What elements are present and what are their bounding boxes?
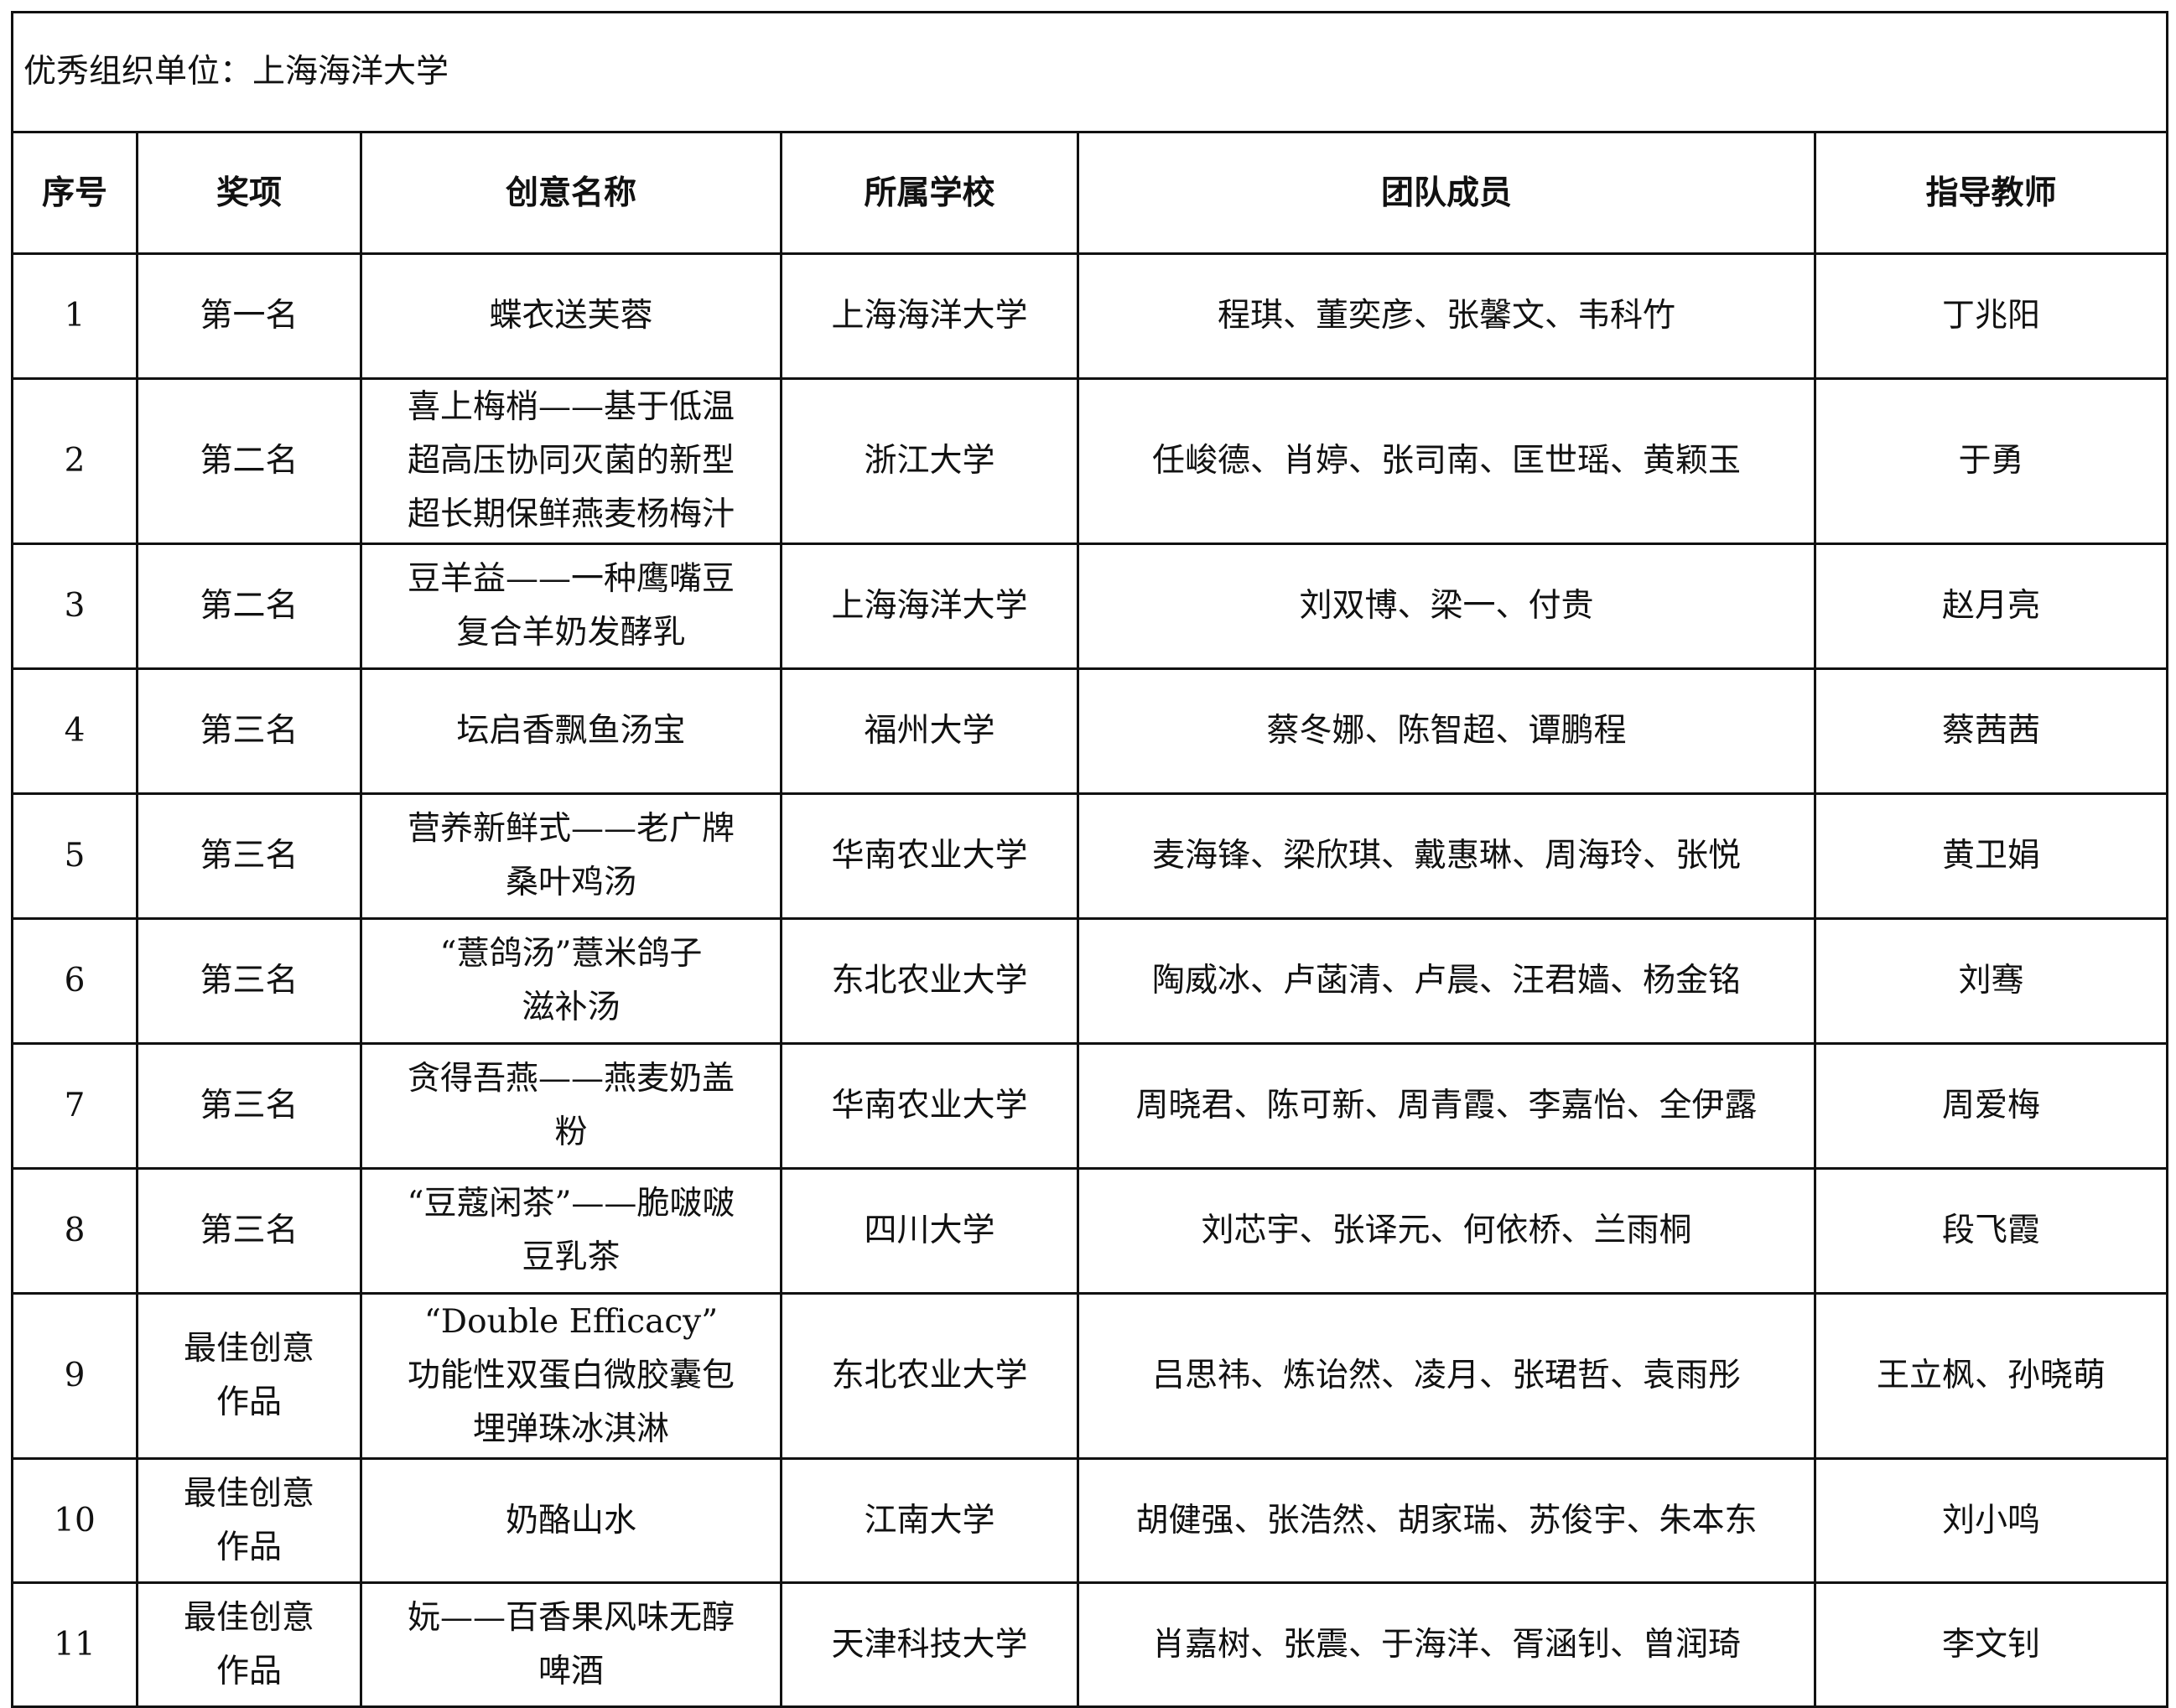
- cell-idea: “薏鸽汤”薏米鸽子 滋补汤: [360, 917, 782, 1045]
- cell-no: 9: [11, 1292, 138, 1460]
- cell-school: 东北农业大学: [780, 917, 1079, 1045]
- cell-teacher: 蔡茜茜: [1813, 667, 2169, 795]
- cell-teacher: 刘骞: [1813, 917, 2169, 1045]
- table-row: 1 第一名 蝶衣送芙蓉 上海海洋大学 程琪、董奕彦、张馨文、韦科竹 丁兆阳: [11, 252, 2169, 380]
- cell-school: 华南农业大学: [780, 1042, 1079, 1170]
- cell-no: 2: [11, 377, 138, 545]
- cell-school: 上海海洋大学: [780, 543, 1079, 670]
- cell-school: 东北农业大学: [780, 1292, 1079, 1460]
- header-idea: 创意名称: [360, 131, 782, 255]
- cell-award: 最佳创意 作品: [136, 1581, 362, 1708]
- cell-no: 7: [11, 1042, 138, 1170]
- header-no: 序号: [11, 131, 138, 255]
- cell-award: 最佳创意 作品: [136, 1292, 362, 1460]
- table-row: 5 第三名 营养新鲜式——老广牌 桑叶鸡汤 华南农业大学 麦海锋、梁欣琪、戴惠琳、周海玲…: [11, 792, 2169, 920]
- cell-members: 周晓君、陈可新、周青霞、李嘉怡、全伊露: [1077, 1042, 1816, 1170]
- cell-members: 吕思祎、炼诒然、凌月、张珺哲、袁雨彤: [1077, 1292, 1816, 1460]
- organizer-line: 优秀组织单位：上海海洋大学: [10, 11, 2169, 133]
- cell-award: 第三名: [136, 1167, 362, 1295]
- cell-members: 刘芯宇、张译元、何依桥、兰雨桐: [1077, 1167, 1816, 1295]
- cell-members: 蔡冬娜、陈智超、谭鹏程: [1077, 667, 1816, 795]
- header-row: 序号 奖项 创意名称 所属学校 团队成员 指导教师: [11, 131, 2169, 255]
- cell-teacher: 黄卫娟: [1813, 792, 2169, 920]
- table-row: 3 第二名 豆羊益——一种鹰嘴豆 复合羊奶发酵乳 上海海洋大学 刘双博、梁一、付贵 赵月亮: [11, 543, 2169, 670]
- cell-school: 上海海洋大学: [780, 252, 1079, 380]
- cell-members: 胡健强、张浩然、胡家瑞、苏俊宇、朱本东: [1077, 1457, 1816, 1584]
- cell-no: 1: [11, 252, 138, 380]
- cell-teacher: 王立枫、孙晓萌: [1813, 1292, 2169, 1460]
- cell-no: 5: [11, 792, 138, 920]
- cell-teacher: 刘小鸣: [1813, 1457, 2169, 1584]
- awards-table: 优秀组织单位：上海海洋大学 序号 奖项 创意名称 所属学校 团队成员 指导教师 …: [10, 11, 2169, 1708]
- cell-no: 4: [11, 667, 138, 795]
- cell-teacher: 赵月亮: [1813, 543, 2169, 670]
- cell-award: 第三名: [136, 917, 362, 1045]
- cell-teacher: 段飞霞: [1813, 1167, 2169, 1295]
- cell-award: 最佳创意 作品: [136, 1457, 362, 1584]
- cell-award: 第三名: [136, 1042, 362, 1170]
- cell-members: 刘双博、梁一、付贵: [1077, 543, 1816, 670]
- cell-members: 陶威冰、卢菡清、卢晨、汪君嫱、杨金铭: [1077, 917, 1816, 1045]
- header-teacher: 指导教师: [1813, 131, 2169, 255]
- cell-members: 肖嘉树、张震、于海洋、胥涵钊、曾润琦: [1077, 1581, 1816, 1708]
- cell-idea: 贪得吾燕——燕麦奶盖 粉: [360, 1042, 782, 1170]
- table-row: 10 最佳创意 作品 奶酪山水 江南大学 胡健强、张浩然、胡家瑞、苏俊宇、朱本东 刘小鸣: [11, 1457, 2169, 1584]
- cell-no: 10: [11, 1457, 138, 1584]
- cell-teacher: 周爱梅: [1813, 1042, 2169, 1170]
- table-row: 4 第三名 坛启香飘鱼汤宝 福州大学 蔡冬娜、陈智超、谭鹏程 蔡茜茜: [11, 667, 2169, 795]
- cell-no: 3: [11, 543, 138, 670]
- cell-award: 第二名: [136, 543, 362, 670]
- cell-award: 第三名: [136, 667, 362, 795]
- cell-no: 8: [11, 1167, 138, 1295]
- cell-school: 华南农业大学: [780, 792, 1079, 920]
- cell-teacher: 于勇: [1813, 377, 2169, 545]
- cell-award: 第一名: [136, 252, 362, 380]
- header-award: 奖项: [136, 131, 362, 255]
- cell-no: 11: [11, 1581, 138, 1708]
- cell-members: 程琪、董奕彦、张馨文、韦科竹: [1077, 252, 1816, 380]
- cell-award: 第二名: [136, 377, 362, 545]
- table-row: 2 第二名 喜上梅梢——基于低温 超高压协同灭菌的新型 超长期保鲜燕麦杨梅汁 浙江大学…: [11, 377, 2169, 545]
- cell-idea: 妧——百香果风味无醇 啤酒: [360, 1581, 782, 1708]
- cell-award: 第三名: [136, 792, 362, 920]
- header-members: 团队成员: [1077, 131, 1816, 255]
- table-row: 7 第三名 贪得吾燕——燕麦奶盖 粉华南农业大学 周晓君、陈可新、周青霞、李嘉怡、全伊…: [11, 1042, 2169, 1170]
- cell-idea: 喜上梅梢——基于低温 超高压协同灭菌的新型 超长期保鲜燕麦杨梅汁: [360, 377, 782, 545]
- cell-teacher: 李文钊: [1813, 1581, 2169, 1708]
- cell-idea: “Double Efficacy” 功能性双蛋白微胶囊包 埋弹珠冰淇淋: [360, 1292, 782, 1460]
- header-school: 所属学校: [780, 131, 1079, 255]
- cell-no: 6: [11, 917, 138, 1045]
- cell-members: 任峻德、肖婷、张司南、匡世瑶、黄颖玉: [1077, 377, 1816, 545]
- cell-school: 江南大学: [780, 1457, 1079, 1584]
- table-row: 11 最佳创意 作品 妧——百香果风味无醇 啤酒 天津科技大学 肖嘉树、张震、于海洋、胥…: [11, 1581, 2169, 1708]
- cell-school: 福州大学: [780, 667, 1079, 795]
- table-row: 6 第三名 “薏鸽汤”薏米鸽子 滋补汤 东北农业大学 陶威冰、卢菡清、卢晨、汪君嫱、杨金…: [11, 917, 2169, 1045]
- cell-teacher: 丁兆阳: [1813, 252, 2169, 380]
- cell-idea: 奶酪山水: [360, 1457, 782, 1584]
- cell-school: 浙江大学: [780, 377, 1079, 545]
- cell-school: 天津科技大学: [780, 1581, 1079, 1708]
- cell-idea: “豆蔻闲茶”——脆啵啵 豆乳茶: [360, 1167, 782, 1295]
- cell-idea: 坛启香飘鱼汤宝: [360, 667, 782, 795]
- table-row: 9 最佳创意 作品 “Double Efficacy” 功能性双蛋白微胶囊包 埋弹珠…: [11, 1292, 2169, 1460]
- cell-idea: 豆羊益——一种鹰嘴豆 复合羊奶发酵乳: [360, 543, 782, 670]
- cell-members: 麦海锋、梁欣琪、戴惠琳、周海玲、张悦: [1077, 792, 1816, 920]
- cell-school: 四川大学: [780, 1167, 1079, 1295]
- table-row: 8 第三名 “豆蔻闲茶”——脆啵啵 豆乳茶 四川大学 刘芯宇、张译元、何依桥、兰雨桐 段飞…: [11, 1167, 2169, 1295]
- cell-idea: 蝶衣送芙蓉: [360, 252, 782, 380]
- cell-idea: 营养新鲜式——老广牌 桑叶鸡汤: [360, 792, 782, 920]
